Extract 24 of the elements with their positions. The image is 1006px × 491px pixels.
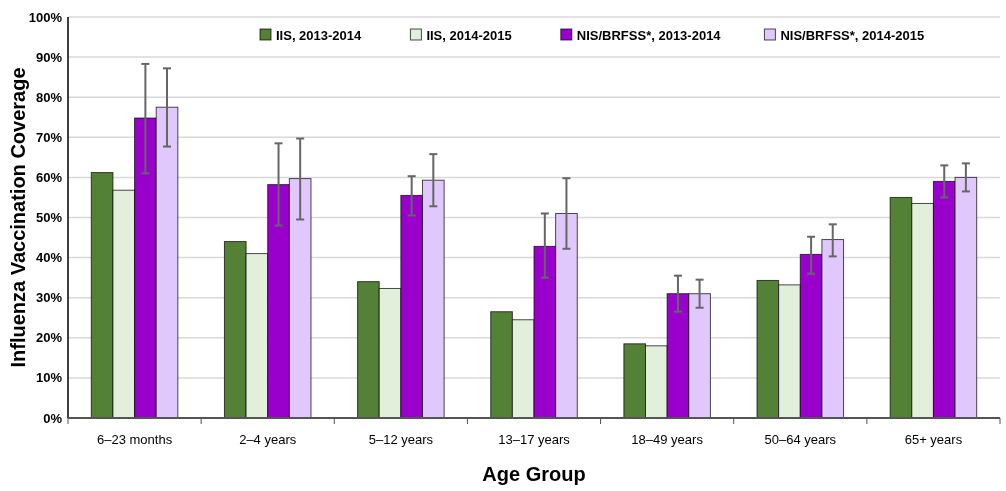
y-tick-label: 70%	[35, 129, 63, 145]
y-tick-label: 50%	[35, 210, 63, 226]
legend-label: NIS/BRFSS*, 2014-2015	[780, 27, 925, 43]
x-tick-label: 18–49 years	[631, 432, 704, 447]
y-tick-label: 0%	[43, 410, 63, 426]
y-tick-label: 10%	[35, 370, 63, 386]
y-axis-title: Influenza Vaccination Coverage	[7, 67, 29, 368]
x-axis-title: Age Group	[482, 463, 586, 485]
legend-label: IIS, 2014-2015	[426, 27, 512, 43]
legend-label: NIS/BRFSS*, 2013-2014	[576, 27, 722, 43]
x-tick-label: 65+ years	[904, 432, 963, 447]
x-tick-label: 2–4 years	[239, 432, 297, 447]
y-tick-label: 80%	[35, 89, 63, 105]
x-tick-label: 13–17 years	[498, 432, 571, 447]
legend-label: IIS, 2013-2014	[276, 27, 363, 43]
x-tick-label: 50–64 years	[764, 432, 837, 447]
x-tick-label: 6–23 months	[96, 432, 173, 447]
x-tick-label: 5–12 years	[368, 432, 434, 447]
y-tick-label: 20%	[35, 330, 63, 346]
y-tick-label: 30%	[35, 290, 63, 306]
y-tick-label: 60%	[35, 169, 63, 185]
y-tick-label: 100%	[28, 9, 63, 25]
y-tick-label: 90%	[35, 49, 63, 65]
y-tick-label: 40%	[35, 250, 63, 266]
